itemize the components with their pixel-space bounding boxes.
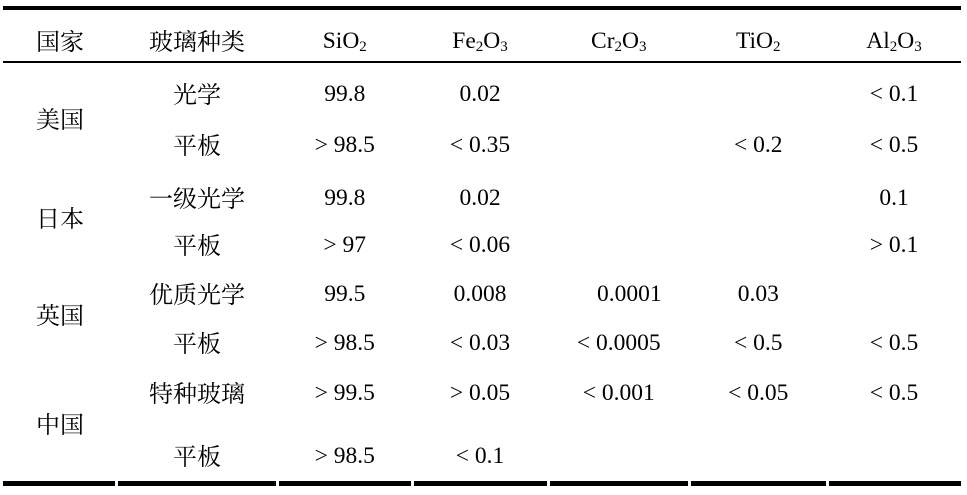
value-cell-uk-premium-optical-cr2o3: 0.0001 <box>596 281 662 307</box>
value-cell-uk-premium-optical-tio2: 0.03 <box>737 281 779 307</box>
type-cell-china-special-glass <box>117 378 278 408</box>
value-cell-china-special-glass-fe2o3: > 0.05 <box>449 380 511 406</box>
country-cell-japan <box>3 203 117 233</box>
value-cell-usa-plate-fe2o3: < 0.35 <box>449 132 511 159</box>
value-cell-uk-plate-sio2: > 98.5 <box>314 329 375 356</box>
type-cell-usa-plate <box>117 130 278 160</box>
value-cell-china-special-glass-sio2: > 99.5 <box>314 380 375 406</box>
value-cell-japan-first-grade-optical-al2o3: 0.1 <box>879 184 909 211</box>
type-cell-japan-plate <box>117 230 278 260</box>
table-bottom-border-segment-4 <box>413 481 547 486</box>
table-bottom-border-segment-7 <box>828 481 961 486</box>
value-cell-usa-optical-sio2: 99.8 <box>324 81 366 108</box>
country-cell-usa <box>3 104 117 134</box>
value-cell-uk-plate-fe2o3: < 0.03 <box>449 329 511 356</box>
value-cell-uk-premium-optical-sio2: 99.5 <box>324 281 366 307</box>
value-cell-japan-plate-al2o3: > 0.1 <box>869 231 919 258</box>
value-cell-china-special-glass-al2o3: < 0.5 <box>869 380 919 406</box>
value-cell-usa-optical-al2o3: < 0.1 <box>869 81 919 108</box>
table-bottom-border-segment-3 <box>279 481 411 486</box>
value-cell-usa-plate-sio2: > 98.5 <box>314 132 375 159</box>
value-cell-uk-premium-optical-fe2o3: 0.008 <box>453 281 507 307</box>
type-cell-uk-plate <box>117 328 278 358</box>
table-bottom-border-segment-2 <box>118 481 276 486</box>
table-header-underline <box>3 60 961 63</box>
value-cell-japan-first-grade-optical-fe2o3: 0.02 <box>459 184 501 211</box>
value-cell-uk-plate-al2o3: < 0.5 <box>869 329 919 356</box>
table-top-border <box>3 6 961 11</box>
header-cell-glass-type <box>117 26 278 56</box>
country-cell-china <box>3 409 117 439</box>
value-cell-japan-plate-fe2o3: < 0.06 <box>449 231 511 258</box>
value-cell-usa-plate-al2o3: < 0.5 <box>869 132 919 159</box>
header-cell-country <box>3 26 117 56</box>
header-cell-sio2: SiO2 <box>322 27 367 55</box>
value-cell-uk-plate-cr2o3: < 0.0005 <box>576 329 661 356</box>
header-cell-fe2o3: Fe2O3 <box>452 27 508 55</box>
value-cell-china-plate-sio2: > 98.5 <box>314 442 375 469</box>
country-cell-uk <box>3 300 117 330</box>
value-cell-china-special-glass-cr2o3: < 0.001 <box>582 380 655 406</box>
value-cell-china-plate-fe2o3: < 0.1 <box>455 442 505 469</box>
type-cell-uk-premium-optical <box>117 279 278 309</box>
header-cell-cr2o3: Cr2O3 <box>591 27 647 55</box>
value-cell-usa-plate-tio2: < 0.2 <box>733 132 783 159</box>
table-bottom-border-segment-6 <box>691 481 826 486</box>
header-cell-al2o3: Al2O3 <box>866 27 922 55</box>
value-cell-china-special-glass-tio2: < 0.05 <box>728 380 789 406</box>
value-cell-japan-first-grade-optical-sio2: 99.8 <box>324 184 366 211</box>
type-cell-japan-first-grade-optical <box>117 183 278 213</box>
value-cell-japan-plate-sio2: > 97 <box>323 231 367 258</box>
table-bottom-border-segment-5 <box>549 481 688 486</box>
type-cell-china-plate <box>117 441 278 471</box>
value-cell-usa-optical-fe2o3: 0.02 <box>459 81 501 108</box>
type-cell-usa-optical <box>117 79 278 109</box>
value-cell-uk-plate-tio2: < 0.5 <box>733 329 783 356</box>
header-cell-tio2: TiO2 <box>735 27 781 55</box>
table-bottom-border-segment-1 <box>3 481 115 486</box>
